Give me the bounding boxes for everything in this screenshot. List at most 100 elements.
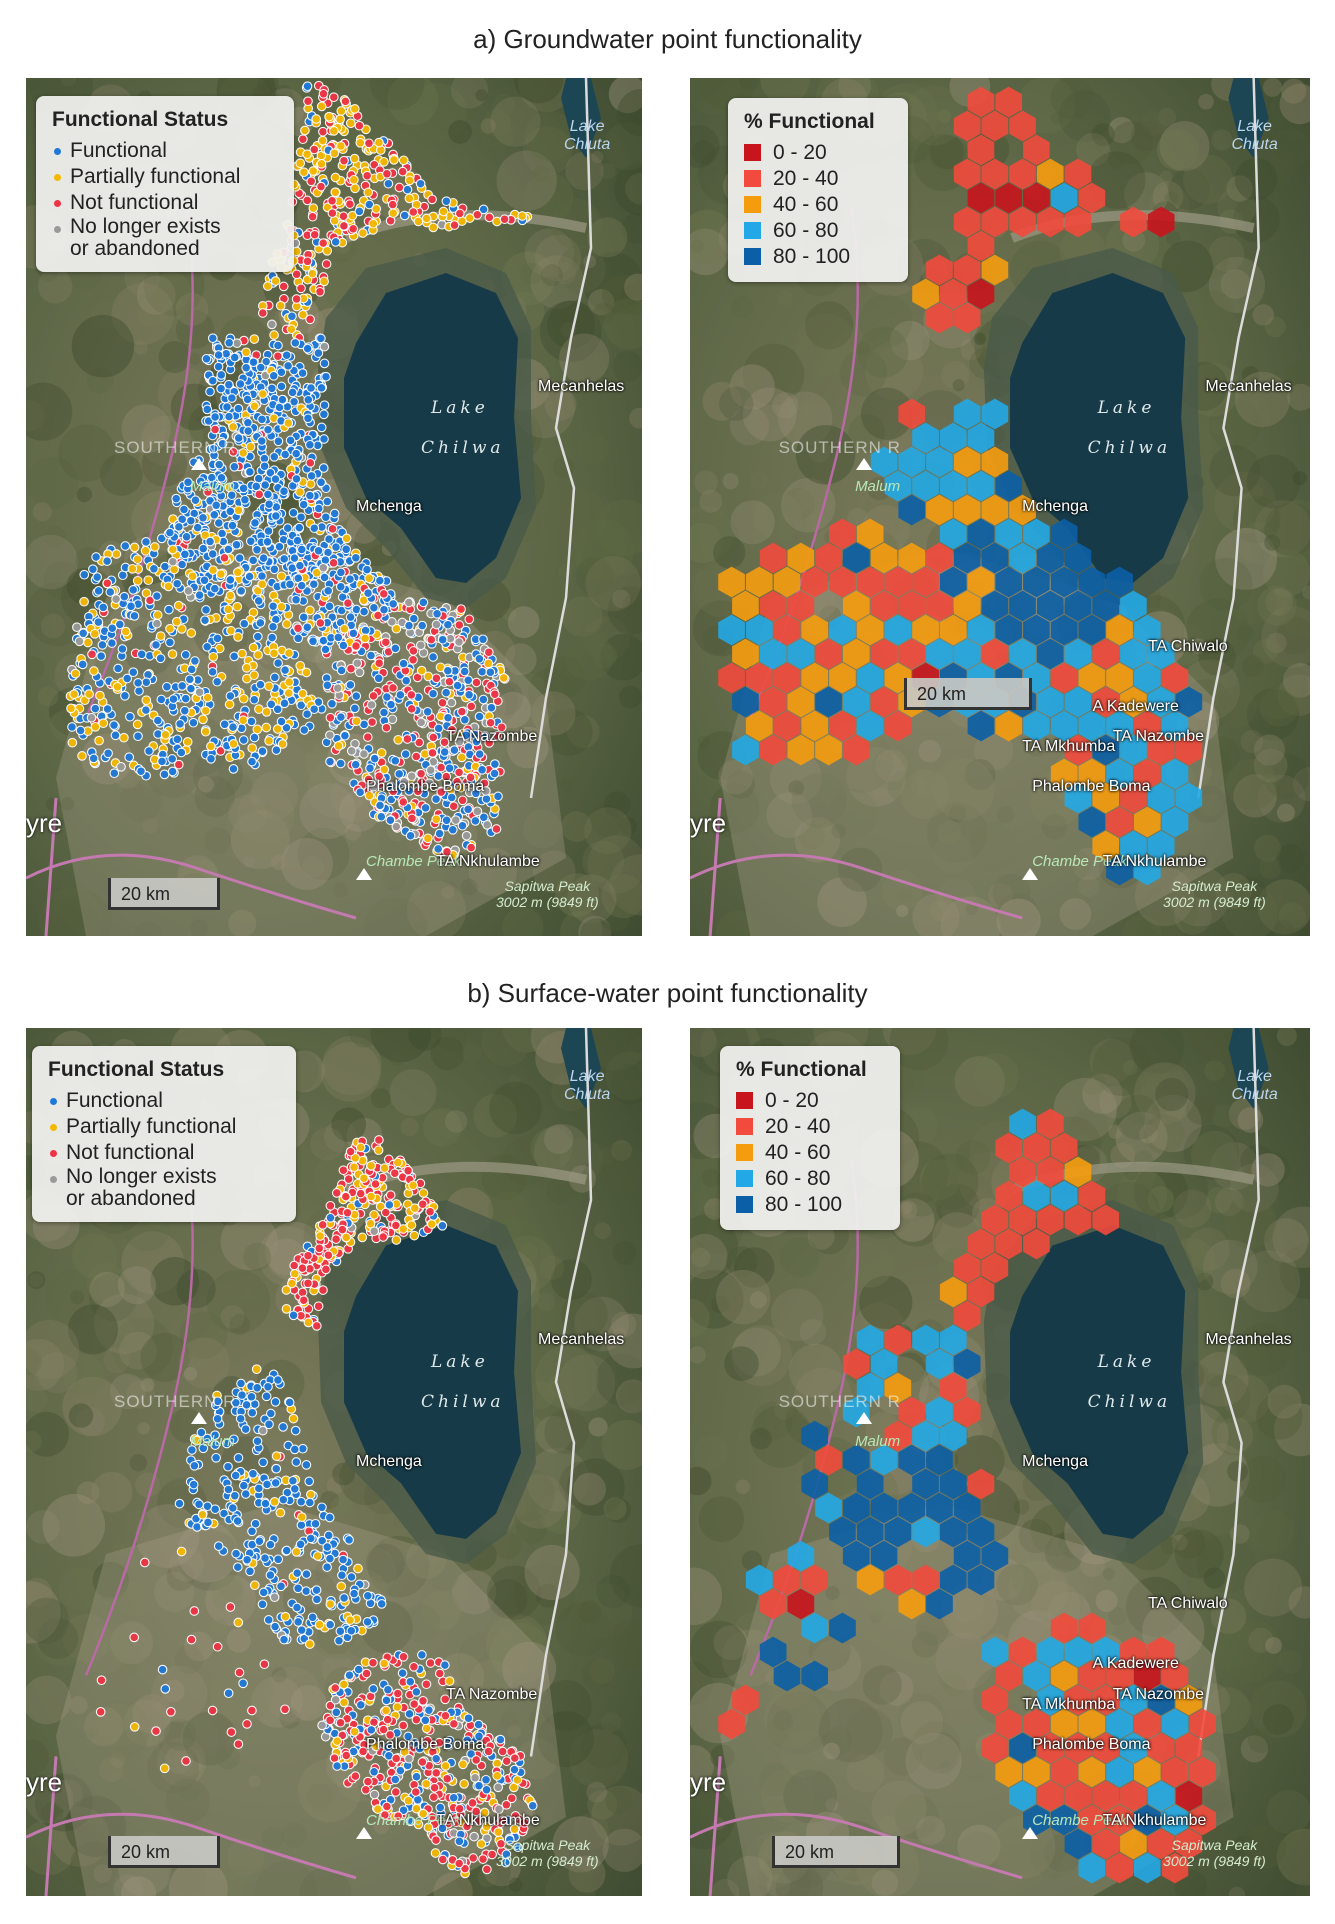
hex-cell [787, 686, 815, 718]
water-point-marker [425, 1658, 436, 1668]
water-point-marker [368, 781, 379, 792]
water-point-marker [382, 168, 392, 179]
water-point-marker [426, 634, 437, 645]
water-point-marker [303, 1317, 314, 1328]
water-point-marker [350, 1771, 361, 1781]
water-point-marker [512, 1775, 523, 1785]
water-point-marker [407, 813, 417, 824]
water-point-marker [351, 716, 362, 727]
water-point-marker [349, 174, 359, 185]
hex-cell [967, 1564, 995, 1596]
water-point-marker [447, 724, 457, 735]
water-point-marker [390, 1774, 401, 1785]
hex-cell [1050, 1132, 1078, 1164]
water-point-marker [122, 673, 133, 684]
hex-cell [842, 542, 870, 574]
blantyre-label: yre [26, 1766, 63, 1797]
water-point-marker [316, 477, 326, 488]
water-point-marker [355, 1188, 366, 1199]
hex-cell [967, 230, 995, 262]
water-point-marker [440, 1710, 451, 1721]
hex-cell [912, 566, 939, 598]
hex-cell [967, 1516, 995, 1548]
legend-item-functional: Functional [48, 1088, 280, 1114]
water-point-marker [186, 683, 196, 694]
water-point-marker [232, 601, 243, 612]
water-point-marker [262, 1479, 272, 1490]
title-groundwater: a) Groundwater point functionality [473, 24, 862, 54]
water-point-marker [183, 477, 193, 488]
hex-cell [995, 86, 1022, 118]
lake-chilwa-label: Chilwa [421, 1392, 505, 1413]
water-point-marker [216, 569, 226, 579]
water-point-marker [421, 1679, 432, 1690]
water-point-marker [278, 281, 289, 292]
water-point-marker [246, 1391, 257, 1402]
partially-functional-dot-icon [50, 1124, 57, 1131]
water-point-marker [288, 1310, 299, 1321]
water-point-marker [253, 596, 264, 606]
hex-cell [842, 1540, 870, 1572]
water-point-marker [263, 1615, 274, 1625]
malum-label: Malum [855, 1432, 901, 1450]
hex-cell [829, 566, 856, 598]
water-point-marker [258, 1587, 269, 1598]
water-point-marker [322, 680, 333, 691]
water-point-marker [474, 1780, 484, 1791]
water-point-marker [431, 1753, 442, 1764]
water-point-marker [366, 700, 377, 710]
water-point-marker [422, 706, 433, 717]
hex-cell [1120, 1780, 1147, 1812]
legend-item-40-60: 40 - 60 [736, 1140, 884, 1166]
hex-cell [1078, 758, 1106, 790]
water-point-marker [87, 649, 97, 660]
scale-bar: 20 km [772, 1836, 900, 1868]
hex-cell [995, 182, 1022, 214]
water-point-marker [427, 194, 437, 205]
water-point-marker [293, 633, 304, 644]
groundwater-hex-map[interactable]: % Functional 0 - 20 20 - 40 40 - 60 60 -… [690, 78, 1310, 936]
water-point-marker [163, 581, 174, 592]
water-point-marker [133, 731, 143, 742]
water-point-marker [362, 732, 373, 742]
water-point-marker [70, 668, 81, 679]
groundwater-points-map[interactable]: Functional Status Functional Partially f… [26, 78, 642, 936]
water-point-marker [393, 734, 404, 745]
water-point-marker [295, 487, 305, 497]
water-point-marker [278, 1422, 288, 1432]
water-point-marker [404, 1753, 414, 1764]
hex-cell [1036, 158, 1064, 190]
hex-cell [953, 110, 981, 142]
water-point-marker [386, 781, 396, 792]
hex-cell [995, 1756, 1022, 1788]
hex-cell [815, 1444, 842, 1476]
water-point-marker [212, 633, 223, 644]
water-point-marker [276, 601, 287, 612]
water-point-marker [478, 204, 489, 215]
water-point-marker [418, 1188, 429, 1198]
hex-cell [1147, 830, 1175, 862]
water-point-marker [403, 1795, 414, 1806]
water-point-marker [264, 499, 274, 510]
surface-water-hex-map[interactable]: % Functional 0 - 20 20 - 40 40 - 60 60 -… [690, 1028, 1310, 1896]
water-point-marker [471, 1806, 482, 1817]
water-point-marker [265, 467, 276, 478]
water-point-marker [315, 286, 325, 297]
surface-water-points-map[interactable]: Functional Status Functional Partially f… [26, 1028, 642, 1896]
water-point-marker [369, 1226, 380, 1237]
water-point-marker [253, 650, 263, 660]
water-point-marker [120, 690, 130, 701]
water-point-marker [276, 571, 287, 582]
water-point-marker [337, 1224, 348, 1235]
water-point-marker [226, 490, 237, 501]
water-point-marker [219, 719, 230, 730]
water-point-marker [361, 1668, 372, 1679]
ta-mkhumba-label: TA Mkhumba [1022, 1695, 1116, 1713]
hex-cell [801, 1612, 828, 1644]
water-point-marker [389, 1168, 400, 1179]
hex-cell [856, 1564, 884, 1596]
hex-cell [870, 686, 898, 718]
water-point-marker [302, 709, 312, 719]
water-point-marker [139, 1557, 150, 1568]
water-point-marker [484, 212, 495, 223]
